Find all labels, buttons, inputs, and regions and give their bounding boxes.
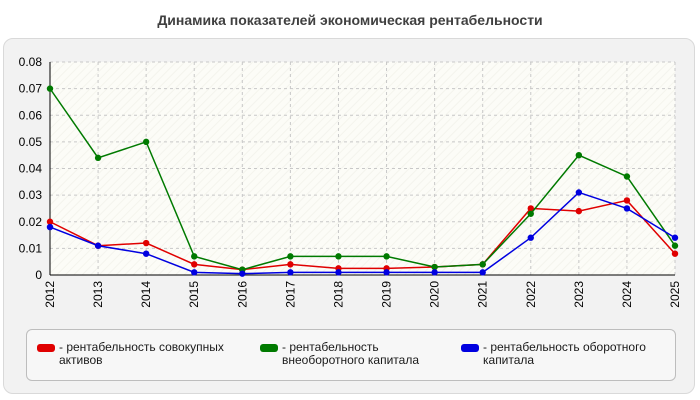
data-point-series-2 xyxy=(383,253,390,260)
data-point-series-2 xyxy=(191,253,198,260)
x-tick-label: 2020 xyxy=(428,281,442,308)
legend-swatch xyxy=(461,344,479,352)
data-point-series-3 xyxy=(575,189,583,196)
x-tick-label: 2014 xyxy=(139,281,153,308)
series-line-3 xyxy=(49,191,676,275)
legend-label: - рентабельность внеоборотного капитала xyxy=(282,340,419,367)
series-group xyxy=(46,85,679,277)
data-point-series-3 xyxy=(191,269,198,276)
x-tick-label: 2019 xyxy=(380,281,394,308)
data-point-series-2 xyxy=(527,210,534,217)
axes xyxy=(49,62,675,276)
y-tick-label: 0.03 xyxy=(19,188,43,202)
data-point-series-2 xyxy=(479,261,486,268)
data-point-series-3 xyxy=(383,269,390,276)
legend-swatch xyxy=(37,344,55,352)
x-tick-label: 2025 xyxy=(668,281,682,308)
data-point-series-3 xyxy=(239,270,246,277)
data-point-series-3 xyxy=(623,205,631,212)
y-tick-label: 0.07 xyxy=(19,82,43,96)
data-point-series-2 xyxy=(671,242,679,249)
legend-swatch xyxy=(260,344,278,352)
x-tick-label: 2013 xyxy=(91,281,105,308)
x-tick-labels: 2012 2013 2014 2015 2016 2017 2018 2019 2020 2021… xyxy=(43,281,682,308)
data-point-series-3 xyxy=(287,269,294,276)
x-tick-label: 2022 xyxy=(524,281,538,308)
y-tick-label: 0 xyxy=(35,268,42,282)
data-point-series-3 xyxy=(94,242,102,249)
chart-title: Динамика показателей экономическая рента… xyxy=(157,12,543,28)
data-point-series-3 xyxy=(671,234,679,241)
data-point-series-2 xyxy=(94,154,102,162)
x-tick-label: 2018 xyxy=(331,281,345,308)
data-point-series-1 xyxy=(575,207,583,215)
data-point-series-1 xyxy=(527,205,534,212)
data-point-series-2 xyxy=(46,85,54,92)
data-point-series-3 xyxy=(527,234,534,241)
legend: - рентабельность совокупных активов - ре… xyxy=(26,329,676,381)
data-point-series-2 xyxy=(142,138,150,146)
data-point-series-2 xyxy=(287,253,294,260)
y-tick-label: 0.08 xyxy=(19,55,43,69)
x-tick-label: 2015 xyxy=(187,281,201,308)
y-tick-labels: 0 0.01 0.02 0.03 0.04 0.05 0.06 0.07 0.08 xyxy=(19,55,43,282)
data-point-series-3 xyxy=(431,269,438,276)
x-tick-label: 2017 xyxy=(283,281,297,308)
data-point-series-3 xyxy=(479,269,486,276)
x-tick-label: 2021 xyxy=(476,281,490,308)
legend-label: - рентабельность совокупных активов xyxy=(59,340,224,367)
data-point-series-1 xyxy=(191,261,198,268)
series-line-1 xyxy=(49,199,676,271)
x-tick-label: 2012 xyxy=(43,281,57,308)
data-point-series-2 xyxy=(575,151,583,159)
y-tick-label: 0.02 xyxy=(19,215,43,229)
data-point-series-1 xyxy=(46,218,54,225)
x-tick-label: 2016 xyxy=(235,281,249,308)
legend-item-series-2: - рентабельность внеоборотного капитала xyxy=(260,341,452,367)
y-tick-label: 0.05 xyxy=(19,135,43,149)
y-tick-label: 0.06 xyxy=(19,108,43,122)
data-point-series-1 xyxy=(671,250,679,257)
legend-label: - рентабельность оборотного капитала xyxy=(483,340,646,367)
data-point-series-3 xyxy=(142,250,150,257)
series-line-2 xyxy=(49,88,676,271)
x-tick-label: 2023 xyxy=(572,281,586,308)
y-tick-label: 0.01 xyxy=(19,241,43,255)
data-point-series-3 xyxy=(46,223,54,231)
data-point-series-1 xyxy=(142,239,150,247)
legend-item-series-1: - рентабельность совокупных активов xyxy=(37,341,239,367)
x-tick-label: 2024 xyxy=(620,281,634,308)
data-point-series-2 xyxy=(623,173,631,180)
legend-item-series-3: - рентабельность оборотного капитала xyxy=(461,341,663,367)
data-point-series-1 xyxy=(623,197,631,204)
data-point-series-2 xyxy=(335,253,342,260)
data-point-series-3 xyxy=(335,269,342,276)
data-point-series-2 xyxy=(431,263,438,271)
data-point-series-1 xyxy=(287,261,294,268)
y-tick-label: 0.04 xyxy=(19,162,43,176)
